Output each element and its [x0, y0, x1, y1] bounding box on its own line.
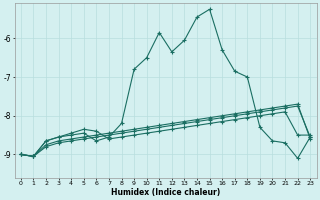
- X-axis label: Humidex (Indice chaleur): Humidex (Indice chaleur): [111, 188, 220, 197]
